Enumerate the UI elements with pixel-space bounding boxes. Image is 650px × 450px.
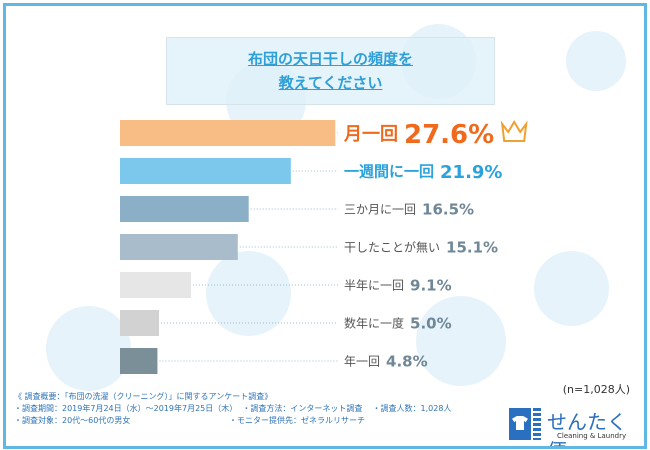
notes-heading: 《 調査概要：「布団の洗濯（クリーニング）」に関するアンケート調査》 bbox=[14, 392, 273, 401]
bar bbox=[120, 310, 159, 336]
category-label: 数年に一度 bbox=[344, 316, 404, 331]
note-count: ・調査人数：1,028人 bbox=[372, 404, 452, 413]
bar bbox=[120, 196, 249, 222]
category-label: 月一回 bbox=[343, 124, 398, 145]
value-label: 4.8% bbox=[386, 353, 428, 371]
note-method: ・調査方法：インターネット調査 bbox=[242, 404, 363, 413]
category-label: 干したことが無い bbox=[344, 240, 440, 255]
bar-chart: 月一回 27.6% 一週間に一回 21.9% 三か月に一回 16.5% 干したことが無い 15… bbox=[120, 120, 528, 374]
logo-name: せんたく便 bbox=[547, 410, 627, 446]
value-label: 27.6% bbox=[404, 120, 494, 150]
value-label: 5.0% bbox=[410, 315, 452, 333]
value-label: 15.1% bbox=[446, 239, 498, 257]
title-line-1: 布団の天日干しの頻度を bbox=[247, 50, 413, 68]
note-provider: ・モニター提供先：ゼネラルリサーチ bbox=[229, 416, 365, 425]
chart-title: 布団の天日干しの頻度を 教えてください bbox=[166, 37, 495, 105]
value-label: 9.1% bbox=[410, 277, 452, 295]
infographic: 布団の天日干しの頻度を 教えてください 月一回 27.6% 一週間に一回 21.9% 三… bbox=[3, 3, 647, 449]
value-label: 21.9% bbox=[440, 162, 502, 183]
category-label: 三か月に一回 bbox=[344, 203, 416, 217]
note-target: ・調査対象：20代〜60代の男女 bbox=[14, 416, 131, 425]
survey-notes: 《 調査概要：「布団の洗濯（クリーニング）」に関するアンケート調査》 ・調査期間… bbox=[14, 391, 451, 427]
bar bbox=[120, 120, 336, 146]
category-label: 一週間に一回 bbox=[344, 163, 434, 181]
bar bbox=[120, 158, 291, 184]
category-label: 半年に一回 bbox=[344, 279, 404, 293]
title-line-2: 教えてください bbox=[278, 74, 383, 92]
crown-icon bbox=[500, 120, 528, 142]
bar bbox=[120, 348, 158, 374]
logo-sub: Cleaning & Laundry bbox=[557, 432, 627, 440]
shirt-icon bbox=[509, 408, 531, 440]
sample-size: (n=1,028人) bbox=[562, 383, 630, 396]
note-period: ・調査期間：2019年7月24日（水）〜2019年7月25日（木） bbox=[14, 404, 238, 413]
category-label: 年一回 bbox=[344, 355, 380, 369]
bar bbox=[120, 272, 191, 298]
bar bbox=[120, 234, 238, 260]
value-label: 16.5% bbox=[422, 201, 474, 219]
logo: せんたく便 Cleaning & Laundry bbox=[509, 406, 639, 446]
